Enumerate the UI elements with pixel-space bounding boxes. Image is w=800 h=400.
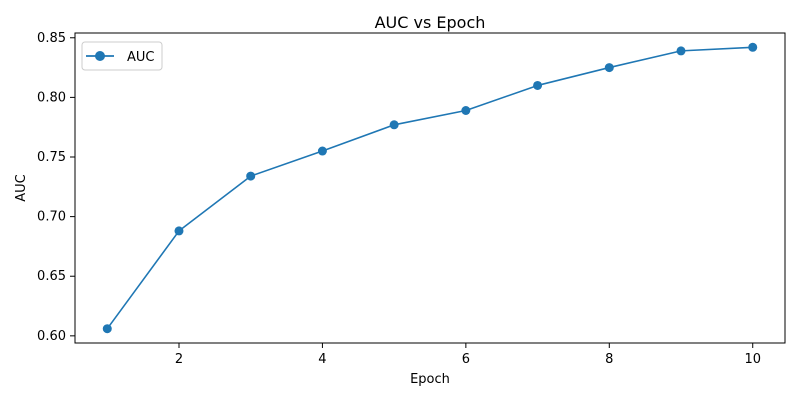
legend: AUC (81, 41, 163, 71)
data-point (676, 46, 686, 56)
y-axis-label: AUC (14, 174, 29, 202)
data-point (102, 324, 112, 334)
y-tick-label: 0.80 (37, 90, 66, 105)
data-point (604, 63, 614, 73)
data-point (748, 42, 758, 52)
legend-marker-swatch (95, 51, 105, 61)
data-point (246, 171, 256, 181)
data-point (461, 106, 471, 115)
y-tick-label: 0.75 (37, 150, 66, 165)
x-tick-label: 6 (462, 352, 470, 367)
axes-frame (74, 32, 786, 344)
data-point (389, 120, 399, 130)
series-layer (102, 42, 758, 334)
y-tick-label: 0.85 (37, 31, 66, 46)
x-tick-label: 8 (605, 352, 613, 367)
x-axis-label: Epoch (410, 372, 450, 387)
y-tick-label: 0.70 (37, 210, 66, 225)
chart-title: AUC vs Epoch (375, 13, 486, 32)
y-tick-label: 0.60 (37, 329, 66, 344)
y-tick-label: 0.65 (37, 269, 66, 284)
y-axis-ticks: 0.60 0.65 0.70 0.75 0.80 0.85 (37, 31, 75, 344)
data-point (317, 146, 327, 156)
x-tick-label: 2 (175, 352, 183, 367)
x-tick-label: 4 (318, 352, 326, 367)
legend-entry-auc: AUC (127, 50, 155, 65)
x-axis-ticks: 2 4 6 8 10 (175, 343, 761, 367)
x-tick-label: 10 (744, 352, 761, 367)
data-point (174, 226, 184, 236)
plot-area: 2 4 6 8 10 0.60 0.65 0.70 0.75 0.80 0.85 (37, 31, 786, 367)
series-line-auc (106, 46, 754, 330)
data-point (533, 80, 543, 90)
legend-box (81, 41, 163, 71)
